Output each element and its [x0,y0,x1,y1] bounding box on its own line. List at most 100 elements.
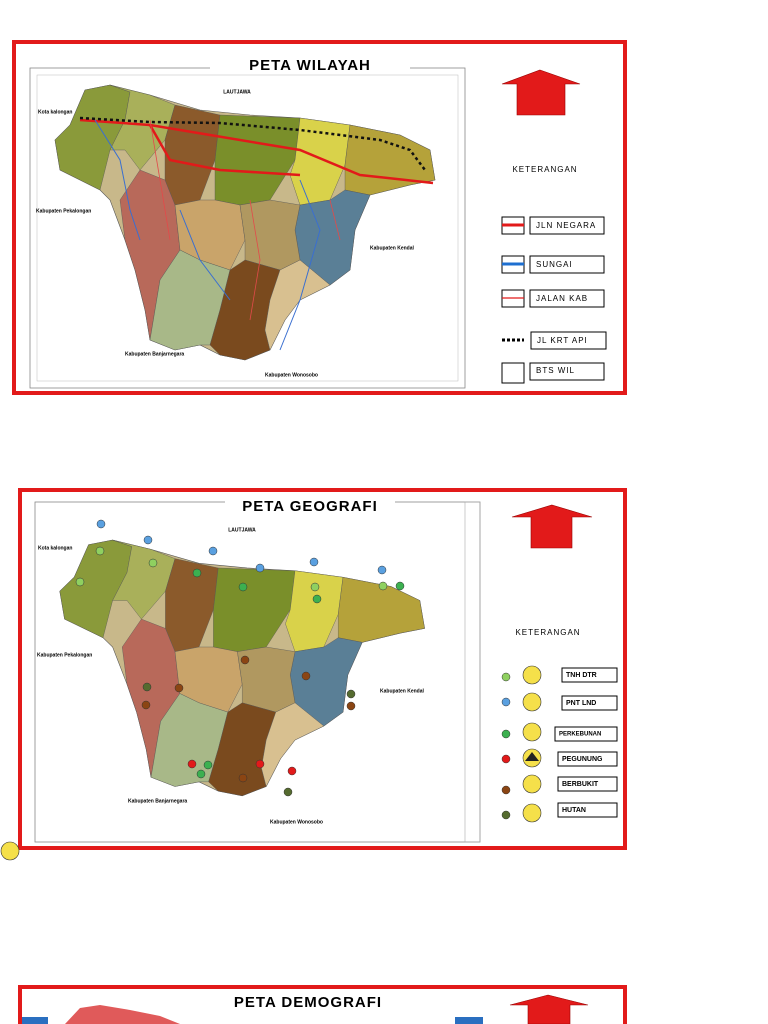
legend-dot [501,697,511,707]
legend-icon [522,692,542,712]
legend-box [529,289,605,308]
marker [238,773,248,783]
legend-dot [501,785,511,795]
marker [377,565,387,575]
place-label: Kota kalongan [38,545,72,551]
marker [255,563,265,573]
legend-box [529,216,605,235]
place-label: Kabupaten Kendal [380,688,425,694]
marker [96,519,106,529]
legend-icon [522,665,542,685]
marker [148,558,158,568]
marker [346,701,356,711]
title: PETA DEMOGRAFI [234,994,382,1011]
legend-dot [501,729,511,739]
north-arrow [511,504,593,549]
marker [395,581,405,591]
road [149,119,341,321]
place-label: Kabupaten Wonosobo [265,372,318,378]
marker [203,760,213,770]
legend-dot [501,810,511,820]
legend-label: PNT LND [566,700,596,707]
marker [287,766,297,776]
legend-icon [522,722,542,742]
legend-box [530,331,607,350]
map-wilayah: PETA WILAYAH LAUTJAWA Kota kalongan Kabu… [12,40,627,395]
marker [141,700,151,710]
legend-title: KETERANGAN [512,165,577,174]
legend: TNH DTR PNT LND PERKEBUNAN PEGUNUNG BERB… [501,665,618,823]
legend-box [557,751,618,767]
marker [174,683,184,693]
place-label: Kabupaten Banjarnegara [125,351,184,357]
legend-icon [501,362,525,384]
place-label: Kabupaten Pekalongan [37,652,92,658]
river [94,119,321,351]
title-bg [225,498,395,514]
legend-label: PERKEBUNAN [559,732,601,738]
legend-label: PEGUNUNG [562,756,603,763]
place-label: Kota kalongan [38,109,72,115]
map-frame [36,74,459,382]
frame [12,40,627,395]
marker [142,682,152,692]
map-markers [75,519,405,797]
frame [18,488,627,850]
railway [79,116,426,171]
map-geografi: PETA GEOGRAFI LAUTJAWA Kota kalongan Kab… [18,488,627,850]
road [148,124,301,177]
marker [346,689,356,699]
marker [208,546,218,556]
legend-dot [501,754,511,764]
north-arrow [501,69,581,116]
map-demografi: PETA DEMOGRAFI [18,985,627,1024]
legend-label: JLN NEGARA [536,221,596,230]
legend-box [529,362,605,381]
marker [75,577,85,587]
marker [310,582,320,592]
marker [196,769,206,779]
map [59,539,425,797]
marker [187,759,197,769]
marker [95,546,105,556]
place-label: Kabupaten Banjarnegara [128,798,187,804]
legend-label: BERBUKIT [562,781,599,788]
frame [18,985,627,1024]
legend-label: SUNGAI [536,260,573,269]
legend-dot [501,672,511,682]
legend-label: TNH DTR [566,672,597,679]
stray-icon [0,841,20,861]
legend: JLN NEGARA SUNGAI JALAN KAB JL KRT API B… [501,216,607,384]
map-frame [464,501,481,843]
legend-icon [522,803,542,823]
marker [309,557,319,567]
marker [143,535,153,545]
legend-box [554,726,618,742]
legend-icon [522,774,542,794]
legend-label: HUTAN [562,807,586,814]
legend-box [557,802,618,818]
legend-icon [525,752,539,761]
marker [255,759,265,769]
map [54,84,436,361]
sea-label: LAUTJAWA [223,89,251,95]
marker [192,568,202,578]
title-bg [210,58,410,74]
marker [240,655,250,665]
map-region [65,1005,180,1024]
title: PETA WILAYAH [249,57,371,74]
place-label: Kabupaten Wonosobo [270,819,323,825]
place-label: Kabupaten Pekalongan [36,208,91,214]
legend-label: BTS WIL [536,366,575,375]
legend-box [529,255,605,274]
title: PETA GEOGRAFI [242,498,378,515]
place-label: Kabupaten Kendal [370,245,415,251]
legend-box [557,776,618,792]
legend-label: JL KRT API [537,336,588,345]
marker [312,594,322,604]
marker [301,671,311,681]
marker [238,582,248,592]
marker [378,581,388,591]
north-arrow [509,994,589,1024]
